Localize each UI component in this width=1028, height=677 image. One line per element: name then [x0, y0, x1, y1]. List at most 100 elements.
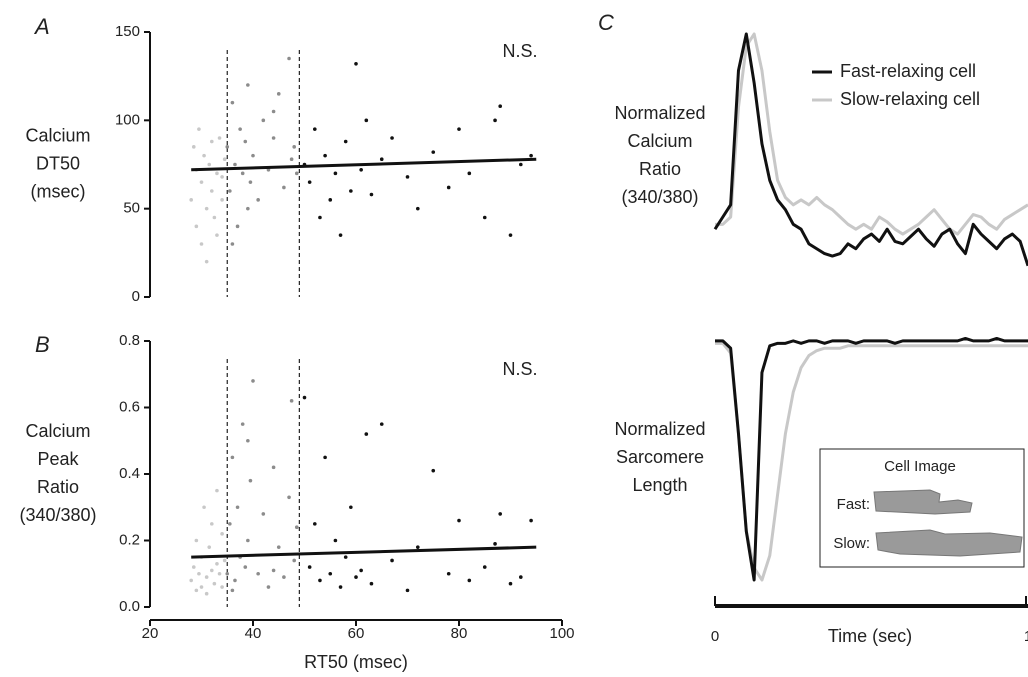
point: [256, 571, 260, 576]
panel-label: C: [598, 10, 614, 35]
y-axis-label: (340/380): [621, 187, 698, 207]
y-tick-label: 0: [132, 288, 140, 305]
point: [405, 175, 410, 179]
point: [191, 565, 196, 569]
annotation: N.S.: [502, 41, 537, 61]
point: [210, 568, 214, 573]
point: [431, 468, 436, 473]
point: [194, 224, 199, 229]
x-tick-label: 1: [1024, 628, 1028, 645]
panel-label: A: [33, 14, 50, 39]
point: [235, 505, 240, 510]
point: [467, 171, 472, 176]
y-axis-label: Ratio: [639, 159, 681, 179]
point: [215, 233, 219, 237]
point: [210, 139, 214, 144]
point: [204, 575, 209, 579]
y-tick-label: 0.6: [119, 398, 140, 415]
point: [271, 465, 276, 470]
point: [225, 145, 230, 149]
point: [313, 127, 317, 131]
point: [333, 538, 338, 543]
point: [246, 83, 250, 87]
point: [529, 518, 533, 523]
point: [493, 542, 497, 546]
point: [302, 395, 307, 400]
point: [228, 522, 232, 526]
point: [333, 171, 338, 176]
point: [217, 136, 222, 140]
point: [210, 189, 214, 193]
point: [202, 505, 206, 510]
y-tick-label: 50: [123, 200, 140, 217]
point: [359, 168, 363, 172]
point: [307, 565, 312, 569]
point: [282, 185, 286, 190]
point: [246, 206, 250, 211]
trace: [715, 341, 1028, 582]
y-tick-label: 0.0: [119, 598, 140, 615]
point: [246, 538, 250, 543]
point: [390, 558, 394, 563]
legend-label: Slow-relaxing cell: [840, 89, 980, 109]
point: [215, 171, 219, 176]
point: [248, 180, 253, 184]
point: [416, 206, 420, 211]
point: [313, 522, 317, 526]
y-tick-label: 0.2: [119, 531, 140, 548]
y-axis-label: (340/380): [19, 505, 96, 525]
point: [294, 525, 299, 529]
point: [318, 215, 322, 220]
point: [349, 189, 353, 193]
point: [266, 585, 271, 589]
point: [482, 565, 487, 569]
point: [230, 588, 235, 593]
point: [256, 198, 260, 202]
point: [271, 568, 276, 573]
point: [323, 455, 327, 460]
x-tick-label: 20: [142, 625, 159, 642]
point: [292, 558, 297, 563]
point: [204, 591, 209, 596]
point: [228, 189, 232, 193]
point: [498, 512, 503, 516]
y-tick-label: 0.8: [119, 332, 140, 349]
point: [271, 109, 276, 114]
point: [191, 145, 196, 149]
x-tick-label: 100: [549, 625, 574, 642]
point: [493, 118, 497, 123]
point: [364, 432, 369, 436]
point: [359, 568, 363, 573]
y-axis-label: Normalized: [614, 419, 705, 439]
y-axis-label: Ratio: [37, 477, 79, 497]
point: [246, 438, 250, 443]
point: [379, 157, 384, 161]
point: [338, 233, 343, 237]
point: [292, 145, 297, 149]
point: [202, 153, 206, 158]
legend-label: Fast-relaxing cell: [840, 61, 976, 81]
x-tick-label: 0: [711, 628, 719, 645]
point: [204, 259, 209, 264]
point: [354, 62, 358, 66]
point: [328, 571, 333, 576]
point: [207, 545, 212, 549]
point: [220, 198, 224, 202]
point: [238, 127, 242, 131]
point: [318, 578, 322, 583]
point: [212, 581, 217, 586]
point: [390, 136, 394, 140]
point: [282, 575, 286, 579]
fit-line: [191, 545, 537, 559]
trace: [715, 32, 1028, 236]
point: [220, 585, 224, 589]
point: [508, 233, 513, 237]
point: [217, 571, 222, 576]
x-axis-label: RT50 (msec): [304, 652, 408, 672]
y-axis-label: Sarcomere: [616, 447, 704, 467]
y-axis-label: Normalized: [614, 103, 705, 123]
point: [243, 139, 248, 144]
point: [343, 555, 348, 559]
y-axis-label: Calcium: [627, 131, 692, 151]
point: [215, 488, 219, 493]
